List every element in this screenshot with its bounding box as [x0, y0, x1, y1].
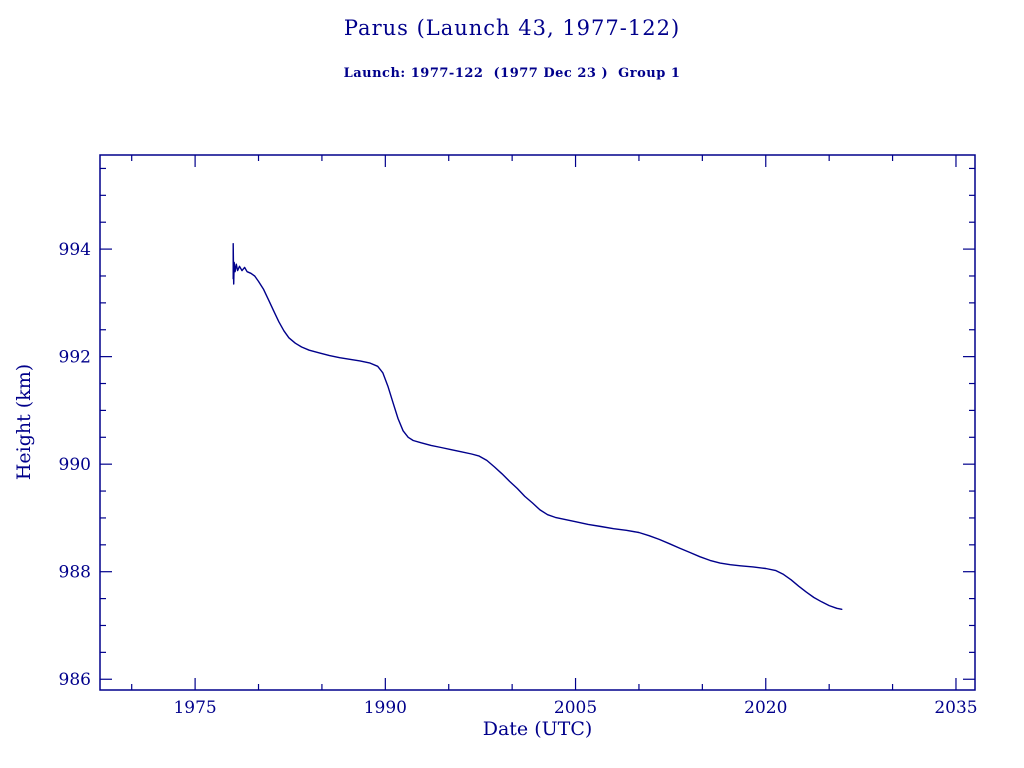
x-tick-label: 2020: [744, 698, 787, 718]
chart-subtitle: Launch: 1977-122 (1977 Dec 23 ) Group 1: [343, 66, 681, 81]
x-tick-label: 2005: [554, 698, 597, 718]
x-tick-label: 2035: [934, 698, 977, 718]
y-tick-label: 986: [59, 670, 91, 690]
y-tick-label: 988: [59, 563, 91, 583]
y-tick-label: 992: [59, 348, 91, 368]
x-tick-label: 1990: [364, 698, 407, 718]
x-tick-label: 1975: [173, 698, 216, 718]
y-tick-label: 990: [59, 455, 91, 475]
data-line: [232, 242, 843, 610]
plot-border: [99, 154, 976, 691]
x-axis-label: Date (UTC): [482, 718, 593, 740]
y-tick-label: 994: [59, 240, 91, 260]
chart-title: Parus (Launch 43, 1977-122): [343, 16, 681, 40]
